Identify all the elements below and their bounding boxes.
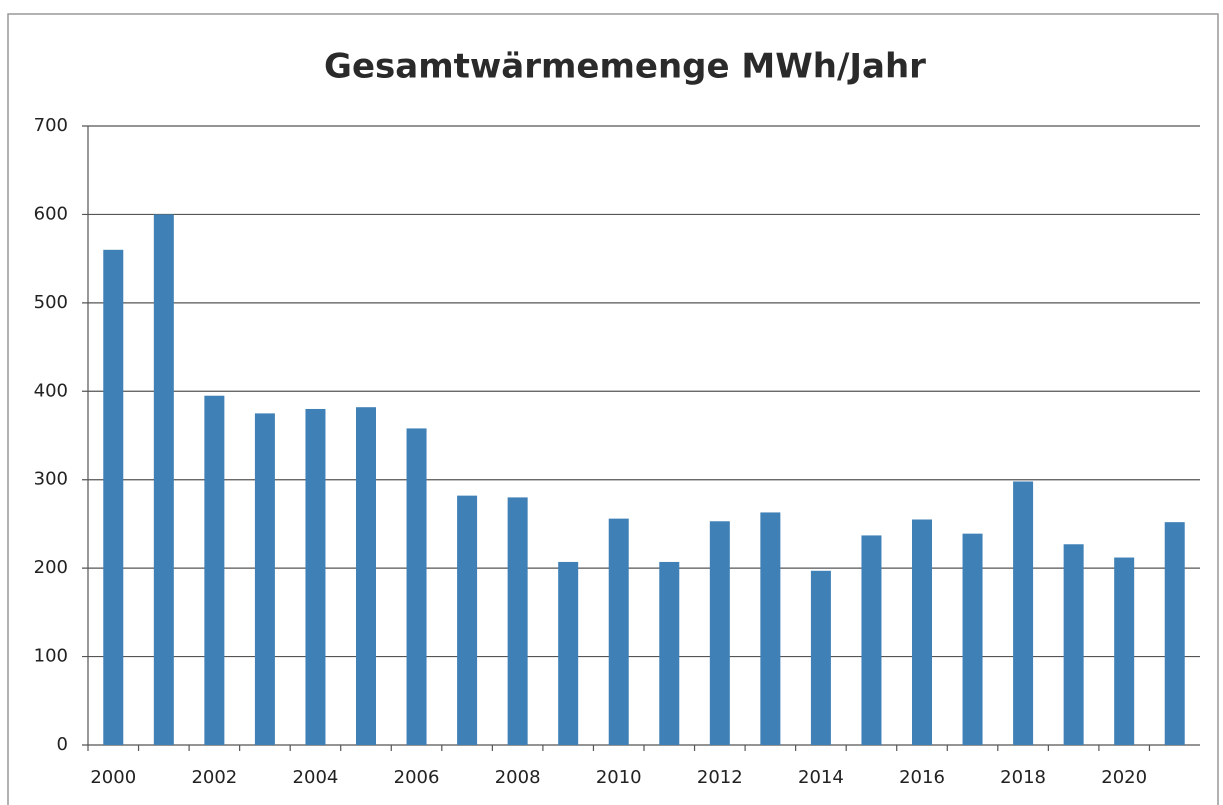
bar — [1164, 522, 1185, 745]
y-tick-label: 100 — [34, 646, 68, 667]
bar — [912, 519, 932, 745]
bar — [861, 535, 882, 745]
bar — [558, 561, 579, 745]
x-tick-label: 2006 — [394, 767, 440, 788]
bar — [204, 395, 225, 745]
x-tick-label: 2020 — [1101, 767, 1147, 788]
bar — [406, 428, 427, 745]
y-tick-label: 300 — [34, 469, 68, 490]
bar — [356, 407, 376, 745]
y-tick-label: 400 — [34, 380, 68, 401]
x-tick-label: 2002 — [191, 767, 237, 788]
bar — [659, 561, 680, 745]
y-tick-label: 0 — [57, 734, 68, 755]
y-tick-label: 500 — [34, 292, 68, 313]
bar — [709, 521, 730, 745]
bar — [507, 497, 528, 745]
x-tick-label: 2012 — [697, 767, 743, 788]
bar — [1013, 481, 1034, 745]
bar — [153, 214, 174, 745]
bar — [608, 518, 629, 745]
bar — [103, 249, 124, 746]
bar — [457, 495, 478, 745]
x-tick-label: 2000 — [90, 767, 136, 788]
bar — [254, 413, 275, 745]
y-tick-label: 200 — [34, 557, 68, 578]
x-tick-label: 2018 — [1000, 767, 1046, 788]
bar — [760, 512, 781, 745]
bar — [1114, 557, 1135, 745]
chart-title: Gesamtwärmemenge MWh/Jahr — [324, 47, 926, 87]
x-tick-label: 2016 — [899, 767, 945, 788]
y-tick-label: 700 — [34, 115, 68, 136]
y-tick-label: 600 — [34, 203, 68, 224]
bar — [962, 533, 983, 745]
bar — [1063, 544, 1084, 745]
x-tick-label: 2008 — [495, 767, 541, 788]
x-tick-label: 2014 — [798, 767, 844, 788]
bar — [810, 570, 831, 745]
x-tick-label: 2004 — [293, 767, 339, 788]
x-tick-label: 2010 — [596, 767, 642, 788]
bar — [305, 408, 326, 745]
